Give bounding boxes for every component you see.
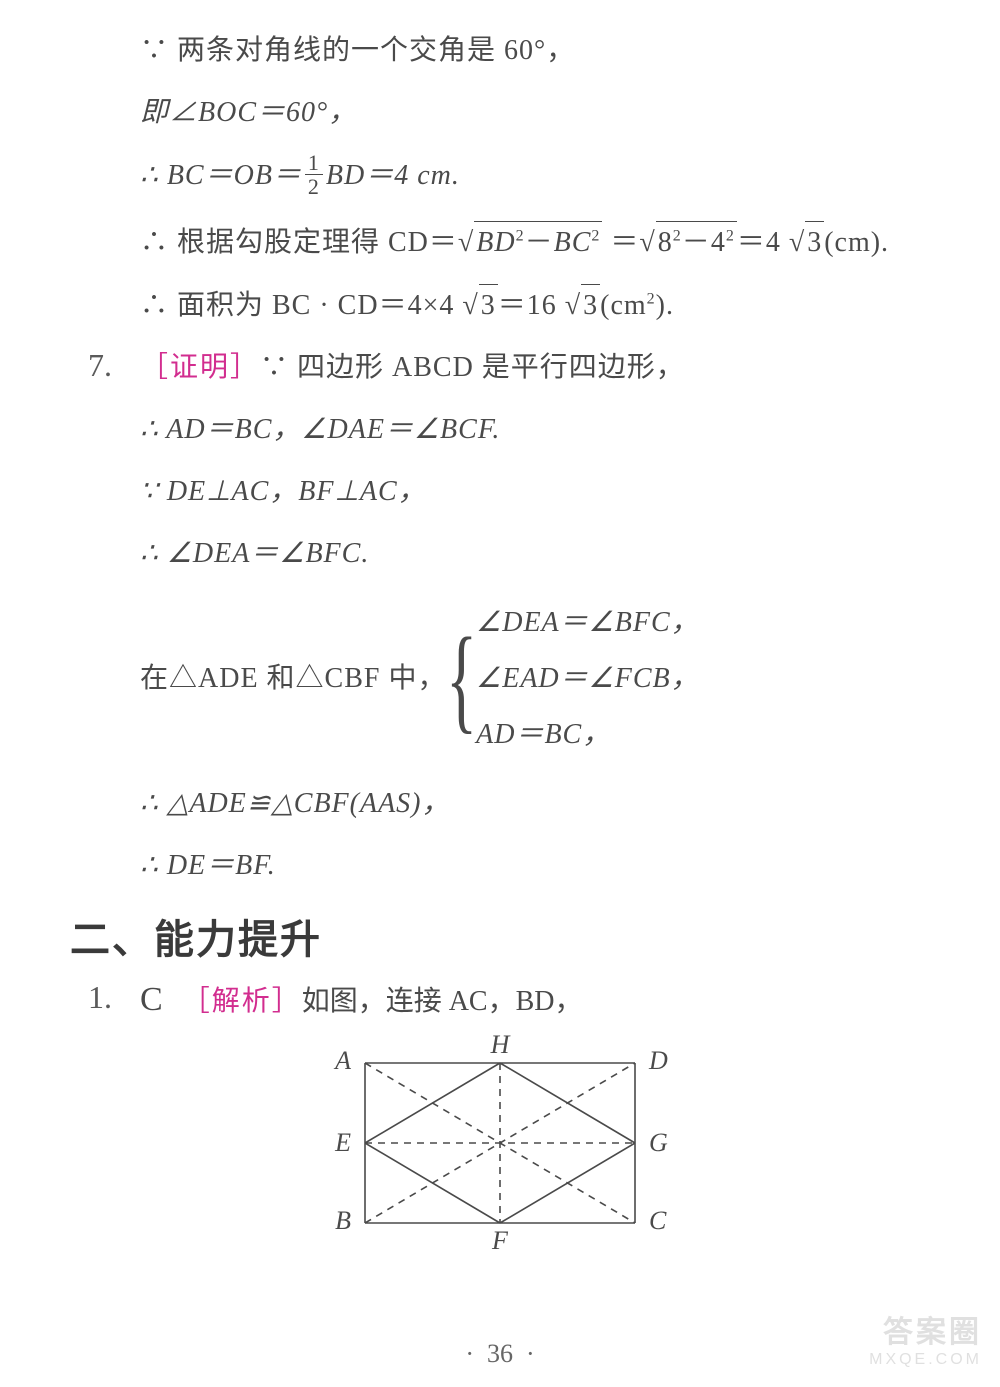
q6-l5-prefix: ∴ 面积为 BC · CD＝4×4 bbox=[140, 290, 462, 321]
watermark: 答案圈 MXQE.COM bbox=[869, 1307, 982, 1369]
unit-cm2a: (cm bbox=[600, 290, 647, 321]
eq1: ＝ bbox=[602, 227, 639, 258]
q6-line4: ∴ 根据勾股定理得 CD＝√BD2－BC2 ＝√82－42＝4 √3(cm). bbox=[140, 221, 950, 264]
svg-text:A: A bbox=[333, 1046, 351, 1075]
sqrt-4: √3 bbox=[462, 284, 497, 327]
sup2a: 2 bbox=[516, 228, 525, 245]
watermark-line1: 答案圈 bbox=[869, 1307, 982, 1351]
q7-line6: ∴ △ADE≌△CBF(AAS)， bbox=[140, 783, 950, 825]
figure-svg: A D B C E G H F bbox=[290, 1033, 710, 1253]
watermark-line2: MXQE.COM bbox=[869, 1351, 982, 1369]
root3a: 3 bbox=[805, 221, 824, 264]
bc: BC bbox=[554, 227, 592, 258]
root3c: 3 bbox=[581, 284, 600, 327]
four: 4 bbox=[711, 227, 726, 258]
svg-text:D: D bbox=[648, 1046, 668, 1075]
q6-line5: ∴ 面积为 BC · CD＝4×4 √3＝16 √3(cm2). bbox=[140, 284, 950, 327]
q7-number: 7. bbox=[88, 347, 112, 384]
analysis-label: ［解析］ bbox=[182, 986, 302, 1017]
minus1: － bbox=[525, 227, 554, 258]
svg-text:C: C bbox=[649, 1206, 667, 1235]
svg-text:F: F bbox=[491, 1226, 509, 1253]
fraction-half: 12 bbox=[305, 152, 323, 199]
s2q1-text: 如图，连接 AC，BD， bbox=[302, 986, 583, 1017]
svg-text:H: H bbox=[490, 1033, 511, 1059]
q7-line1: ［证明］∵ 四边形 ABCD 是平行四边形， bbox=[140, 347, 950, 389]
section-heading: 二、能力提升 bbox=[70, 907, 950, 965]
q7-line7: ∴ DE＝BF. bbox=[140, 845, 950, 887]
sup2d: 2 bbox=[726, 228, 735, 245]
pagenum-dot-left: · bbox=[465, 1339, 474, 1368]
eq2: ＝4 bbox=[737, 227, 789, 258]
q7-line5: 在△ADE 和△CBF 中， { ∠DEA＝∠BFC， ∠EAD＝∠FCB， A… bbox=[140, 595, 950, 763]
q7-l1-text: ∵ 四边形 ABCD 是平行四边形， bbox=[260, 352, 685, 383]
sqrt-3: √3 bbox=[789, 221, 824, 264]
svg-text:B: B bbox=[335, 1206, 351, 1235]
svg-text:G: G bbox=[649, 1128, 668, 1157]
unit-cm2b: ). bbox=[656, 290, 674, 321]
unit-cm: (cm). bbox=[824, 227, 889, 258]
s2q1-number: 1. bbox=[88, 979, 112, 1016]
svg-text:E: E bbox=[334, 1128, 351, 1157]
root3b: 3 bbox=[479, 284, 498, 327]
frac-num: 1 bbox=[305, 152, 323, 174]
frac-den: 2 bbox=[305, 174, 323, 199]
pagenum-value: 36 bbox=[487, 1339, 513, 1368]
brace-block: { ∠DEA＝∠BFC， ∠EAD＝∠FCB， AD＝BC， bbox=[446, 595, 699, 763]
q6-l4-prefix: ∴ 根据勾股定理得 CD＝ bbox=[140, 227, 458, 258]
q6-l3-prefix: ∴ BC＝OB＝ bbox=[140, 160, 302, 191]
page-number: · 36 · bbox=[0, 1339, 1000, 1369]
sqrt-1: √BD2－BC2 bbox=[458, 221, 603, 264]
bd: BD bbox=[476, 227, 515, 258]
left-brace-icon: { bbox=[446, 629, 478, 729]
sup2e: 2 bbox=[647, 291, 656, 308]
q7-line3: ∵ DE⊥AC，BF⊥AC， bbox=[140, 471, 950, 513]
answer-letter: C bbox=[140, 981, 163, 1019]
s2q1-line: C ［解析］如图，连接 AC，BD， bbox=[140, 979, 950, 1019]
q6-l3-suffix: BD＝4 cm. bbox=[326, 160, 460, 191]
q6-line2: 即∠BOC＝60°， bbox=[140, 92, 950, 134]
q6-l2-text: 即∠BOC＝60°， bbox=[140, 97, 357, 128]
q7-line4: ∴ ∠DEA＝∠BFC. bbox=[140, 533, 950, 575]
brace-row-2: ∠EAD＝∠FCB， bbox=[476, 651, 700, 707]
sqrt-2: √82－42 bbox=[639, 221, 736, 264]
q6-line3: ∴ BC＝OB＝12BD＝4 cm. bbox=[140, 154, 950, 201]
pagenum-dot-right: · bbox=[526, 1339, 535, 1368]
mid: ＝16 bbox=[498, 290, 565, 321]
sup2c: 2 bbox=[673, 228, 682, 245]
brace-row-1: ∠DEA＝∠BFC， bbox=[476, 595, 700, 651]
q6-line1: ∵ 两条对角线的一个交角是 60°， bbox=[140, 30, 950, 72]
q7-line2: ∴ AD＝BC，∠DAE＝∠BCF. bbox=[140, 409, 950, 451]
brace-row-3: AD＝BC， bbox=[476, 707, 700, 763]
minus2: － bbox=[682, 227, 711, 258]
sup2b: 2 bbox=[591, 228, 600, 245]
geometry-figure: A D B C E G H F bbox=[50, 1033, 950, 1258]
eight: 8 bbox=[658, 227, 673, 258]
brace-content: ∠DEA＝∠BFC， ∠EAD＝∠FCB， AD＝BC， bbox=[476, 595, 700, 763]
sqrt-5: √3 bbox=[565, 284, 600, 327]
proof-label: ［证明］ bbox=[140, 352, 260, 383]
q7-l5-prefix: 在△ADE 和△CBF 中， bbox=[140, 658, 446, 700]
